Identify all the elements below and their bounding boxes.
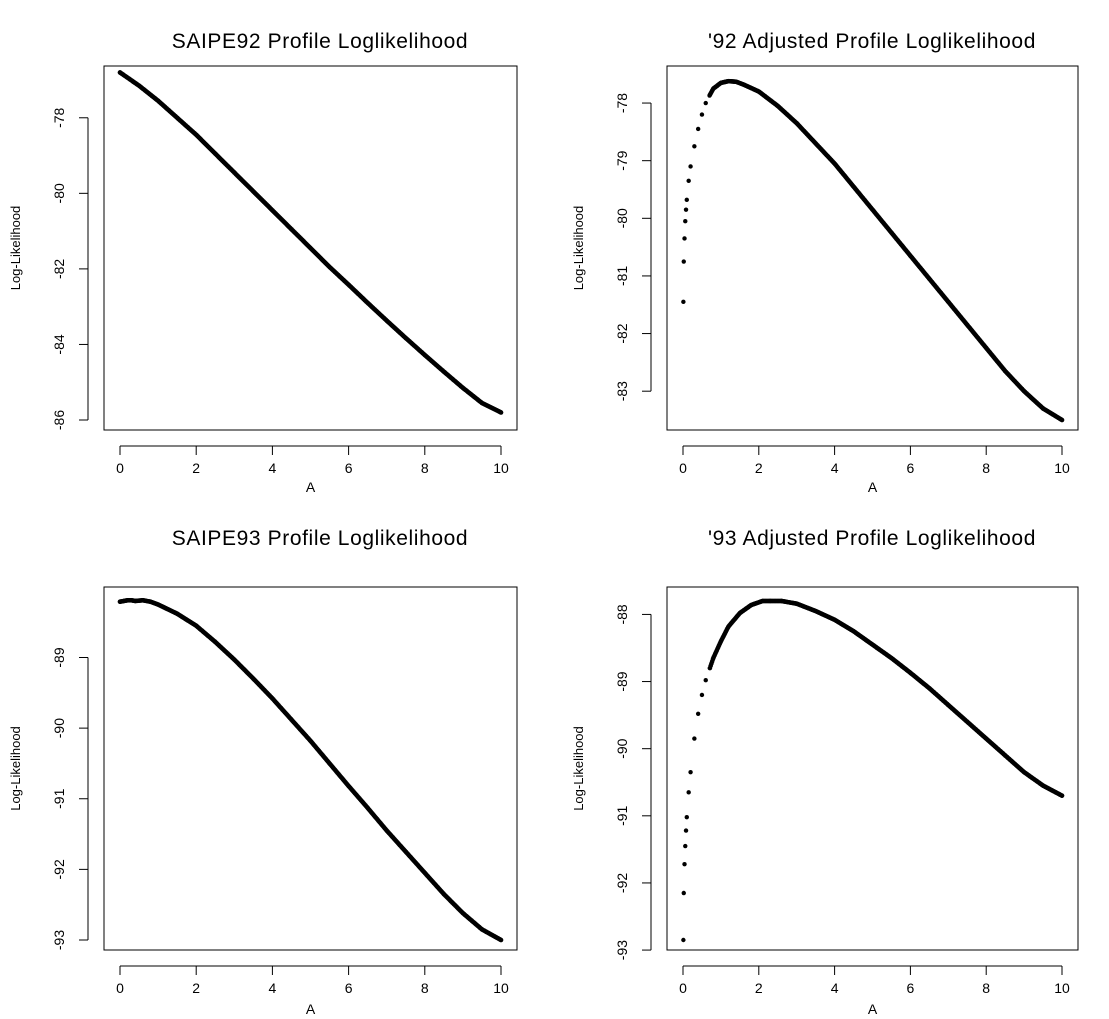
data-point [681,937,686,943]
x-tick-label: 0 [679,980,687,996]
data-point [686,790,691,795]
x-tick-label: 8 [421,980,429,996]
x-tick-label: 2 [192,980,200,996]
plot-frame [666,586,1079,951]
x-tick-label: 8 [421,460,429,476]
y-tick-label: -82 [614,323,630,343]
x-tick-label: 6 [907,460,915,476]
x-axis-label: A [306,479,316,495]
y-tick-label: -83 [614,381,630,401]
y-tick-label: -93 [614,940,630,960]
data-point [683,843,688,849]
y-tick-label: -78 [614,93,630,113]
x-axis-label: A [868,1001,878,1017]
x-tick-label: 2 [192,460,200,476]
x-axis-label: A [868,479,878,495]
x-tick-label: 2 [755,460,763,476]
chart-title: '93 Adjusted Profile Loglikelihood [708,527,1036,550]
chart-panel-3: SAIPE93 Profile Loglikelihood 0 2 4 6 8 10 A -89… [8,527,518,1017]
data-point [1059,417,1065,423]
y-tick-label: -90 [51,718,67,738]
data-point [684,814,689,820]
data-point [681,259,686,264]
data-points [117,597,504,943]
x-tick-label: 6 [345,460,353,476]
y-axis-label: Log-Likelihood [571,726,586,811]
y-tick-label: -80 [51,183,67,203]
data-point [498,937,504,943]
y-tick-label: -92 [51,859,67,879]
y-axis-label: Log-Likelihood [571,206,586,291]
data-point [681,890,686,896]
y-axis-label: Log-Likelihood [8,726,23,811]
data-point [498,410,504,415]
data-point [692,736,697,741]
y-tick-label: -90 [614,738,630,758]
y-tick-label: -86 [51,410,67,430]
y-tick-label: -89 [614,671,630,691]
x-tick-label: 6 [907,980,915,996]
data-point [699,692,705,698]
x-tick-label: 8 [982,460,990,476]
data-points [681,598,1065,943]
x-tick-label: 10 [493,460,509,476]
data-point [683,828,689,833]
x-tick-label: 4 [831,460,839,476]
chart-title: SAIPE92 Profile Loglikelihood [172,30,468,53]
chart-title: SAIPE93 Profile Loglikelihood [172,527,468,550]
y-tick-label: -81 [614,266,630,286]
data-point [686,178,691,184]
x-tick-label: 10 [493,980,509,996]
x-tick-label: 0 [679,460,687,476]
chart-title: '92 Adjusted Profile Loglikelihood [708,30,1036,53]
data-point [684,197,689,203]
data-point [688,164,693,169]
data-point [703,100,708,106]
data-point [681,299,686,305]
data-point [692,144,697,149]
x-tick-label: 4 [831,980,839,996]
y-tick-label: -91 [614,805,630,825]
data-point [688,769,693,775]
x-tick-label: 8 [982,980,990,996]
data-point [682,861,687,867]
chart-panel-1: SAIPE92 Profile Loglikelihood 0 2 4 6 8 10 A -78… [8,30,518,495]
y-tick-label: -82 [51,259,67,279]
plot-frame [103,65,518,431]
data-point [695,711,701,716]
x-tick-label: 10 [1054,460,1070,476]
y-axis-label: Log-Likelihood [8,206,23,291]
chart-panel-2: '92 Adjusted Profile Loglikelihood 0 2 4 6 8 1… [571,30,1079,495]
x-axis-label: A [306,1001,316,1017]
x-tick-label: 0 [116,980,124,996]
y-tick-label: -80 [614,208,630,228]
chart-panel-4: '93 Adjusted Profile Loglikelihood 0 2 4 6 8 1… [571,527,1079,1017]
data-point [683,207,689,212]
data-points [117,70,504,415]
y-tick-label: -93 [51,930,67,950]
plot-frame [103,586,518,951]
y-tick-label: -92 [614,873,630,893]
data-point [695,126,701,132]
y-tick-label: -78 [51,107,67,127]
data-points [681,78,1065,423]
x-tick-label: 6 [345,980,353,996]
y-tick-label: -91 [51,788,67,808]
plot-frame [666,65,1079,431]
x-tick-label: 0 [116,460,124,476]
data-point [682,236,687,241]
y-tick-label: -89 [51,647,67,667]
data-point [1059,793,1065,798]
y-tick-label: -88 [614,604,630,624]
x-tick-label: 4 [269,980,277,996]
data-point [703,678,708,683]
data-point [683,218,688,224]
x-tick-label: 2 [755,980,763,996]
y-tick-label: -79 [614,150,630,170]
x-tick-label: 10 [1054,980,1070,996]
x-tick-label: 4 [269,460,277,476]
data-point [699,112,705,117]
y-tick-label: -84 [51,334,67,354]
